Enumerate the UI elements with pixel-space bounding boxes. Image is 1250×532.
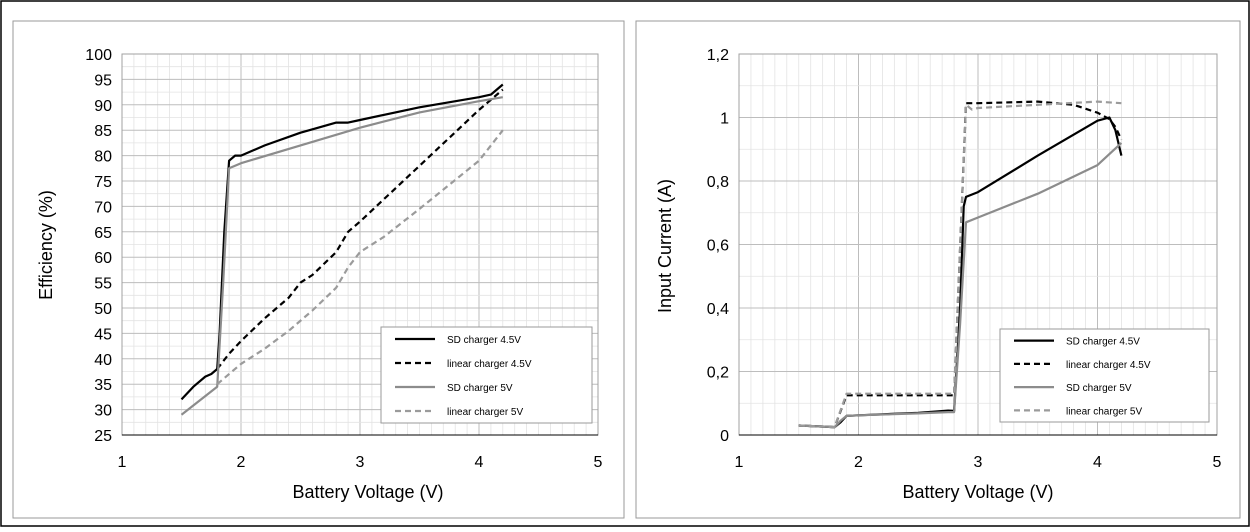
legend-label: SD charger 4.5V xyxy=(1066,337,1140,348)
input-current-x-axis-label: Battery Voltage (V) xyxy=(902,482,1053,502)
y-tick-label: 100 xyxy=(85,47,112,64)
y-tick-label: 60 xyxy=(94,250,112,267)
x-tick-label: 4 xyxy=(1093,454,1102,471)
y-tick-label: 45 xyxy=(94,326,112,343)
efficiency-legend: SD charger 4.5V linear charger 4.5V SD cha… xyxy=(380,326,593,424)
legend-label: linear charger 4.5V xyxy=(447,359,532,370)
y-tick-label: 1,2 xyxy=(707,47,729,64)
y-tick-label: 1 xyxy=(720,111,729,128)
y-tick-label: 0,4 xyxy=(707,301,729,318)
series-line-sd-charger-5v xyxy=(180,96,503,416)
y-tick-label: 0,6 xyxy=(707,238,729,255)
y-tick-label: 95 xyxy=(94,72,112,89)
y-tick-label: 50 xyxy=(94,301,112,318)
input-current-plot-area xyxy=(798,100,1123,429)
y-tick-label: 40 xyxy=(94,352,112,369)
y-tick-label: 0 xyxy=(720,428,729,445)
y-tick-label: 55 xyxy=(94,276,112,293)
y-tick-label: 75 xyxy=(94,174,112,191)
input-current-chart: 1 2 3 4 5 0 0,2 0,4 0,6 0,8 1 1,2 Battery Voltage (… xyxy=(655,47,1222,502)
legend-label: SD charger 5V xyxy=(447,383,513,394)
x-tick-label: 4 xyxy=(475,454,484,471)
series-line-linear-charger-5v xyxy=(216,129,504,386)
y-tick-label: 0,2 xyxy=(707,365,729,382)
x-tick-label: 5 xyxy=(594,454,603,471)
chart-frame-input-current xyxy=(635,20,1241,519)
legend-box xyxy=(999,328,1210,423)
series-line-sd-charger-4-5v xyxy=(180,83,504,401)
chart-frame-efficiency xyxy=(12,20,625,519)
input-current-tick-labels: 1 2 3 4 5 0 0,2 0,4 0,6 0,8 1 1,2 xyxy=(707,47,1222,471)
y-tick-label: 70 xyxy=(94,199,112,216)
series-line-linear-charger-4-5v xyxy=(216,88,504,370)
y-tick-label: 80 xyxy=(94,149,112,166)
x-tick-label: 1 xyxy=(118,454,127,471)
efficiency-y-axis-label: Efficiency (%) xyxy=(36,190,56,300)
input-current-legend: SD charger 4.5V linear charger 4.5V SD cha… xyxy=(999,328,1210,423)
x-tick-label: 1 xyxy=(735,454,744,471)
series-line-sd-charger-5v xyxy=(798,142,1123,429)
y-tick-label: 25 xyxy=(94,428,112,445)
legend-label: SD charger 4.5V xyxy=(447,335,521,346)
efficiency-x-axis-label: Battery Voltage (V) xyxy=(292,482,443,502)
y-tick-label: 90 xyxy=(94,98,112,115)
x-tick-label: 2 xyxy=(854,454,863,471)
x-tick-label: 3 xyxy=(356,454,365,471)
legend-label: linear charger 4.5V xyxy=(1066,360,1151,371)
x-tick-label: 5 xyxy=(1213,454,1222,471)
y-tick-label: 0,8 xyxy=(707,174,729,191)
legend-label: linear charger 5V xyxy=(1066,406,1142,417)
y-tick-label: 85 xyxy=(94,123,112,140)
legend-box xyxy=(380,326,593,424)
efficiency-plot-area xyxy=(180,83,504,416)
y-tick-label: 35 xyxy=(94,377,112,394)
y-tick-label: 30 xyxy=(94,403,112,420)
series-line-linear-charger-5v xyxy=(798,100,1122,429)
legend-label: linear charger 5V xyxy=(447,407,523,418)
y-tick-label: 65 xyxy=(94,225,112,242)
series-line-linear-charger-4-5v xyxy=(798,100,1123,429)
x-tick-label: 3 xyxy=(974,454,983,471)
input-current-y-axis-label: Input Current (A) xyxy=(655,179,675,313)
legend-label: SD charger 5V xyxy=(1066,383,1132,394)
x-tick-label: 2 xyxy=(237,454,246,471)
